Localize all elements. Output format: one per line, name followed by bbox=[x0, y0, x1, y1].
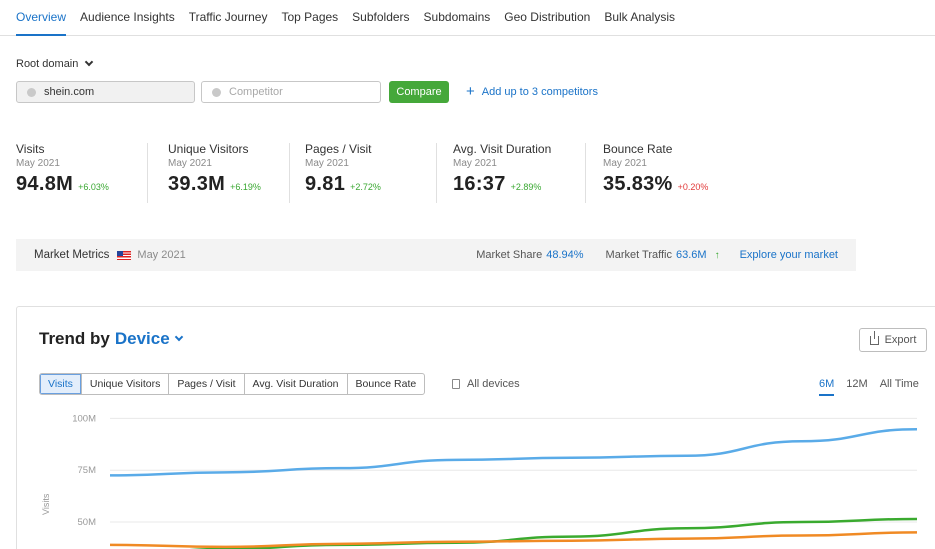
metric-tab-bounce-rate[interactable]: Bounce Rate bbox=[355, 378, 417, 390]
metric-change: +0.20% bbox=[677, 182, 709, 192]
trend-chart: 100M 75M 50M bbox=[72, 413, 918, 549]
plus-icon: + bbox=[466, 83, 475, 100]
metric-bounce-rate[interactable]: Bounce Rate May 2021 35.83% +0.20% bbox=[603, 142, 708, 196]
root-domain-dropdown[interactable]: Root domain bbox=[16, 57, 94, 70]
compare-button[interactable]: Compare bbox=[389, 81, 449, 103]
all-devices-label: All devices bbox=[467, 378, 520, 390]
period-all-time[interactable]: All Time bbox=[879, 378, 919, 390]
y-axis-label: Visits bbox=[41, 493, 51, 515]
tab-subfolders[interactable]: Subfolders bbox=[352, 9, 410, 24]
tab-overview[interactable]: Overview bbox=[16, 0, 67, 36]
metric-value: 35.83% bbox=[603, 173, 673, 195]
export-icon bbox=[869, 330, 879, 345]
metric-visits[interactable]: Visits May 2021 94.8M +6.03% bbox=[16, 142, 109, 196]
metric-label: Unique Visitors bbox=[168, 142, 249, 156]
arrow-up-icon: ↑ bbox=[714, 249, 720, 261]
metric-change: +6.03% bbox=[78, 182, 109, 192]
metric-tab-unique-visitors[interactable]: Unique Visitors bbox=[82, 374, 170, 394]
add-competitors-link[interactable]: + Add up to 3 competitors bbox=[466, 83, 598, 100]
competitor-placeholder: Competitor bbox=[229, 86, 283, 98]
domain-dot-icon bbox=[27, 87, 36, 97]
tab-top-pages[interactable]: Top Pages bbox=[281, 9, 339, 24]
competitor-input[interactable]: Competitor bbox=[201, 81, 381, 103]
metric-tab-avg-visit-duration[interactable]: Avg. Visit Duration bbox=[245, 374, 348, 394]
series-line-2[interactable] bbox=[109, 531, 918, 549]
metric-tab-visits[interactable]: Visits bbox=[40, 374, 82, 394]
add-competitors-label: Add up to 3 competitors bbox=[481, 86, 598, 98]
device-icon bbox=[452, 379, 460, 389]
market-share-value: 48.94% bbox=[546, 249, 584, 261]
metric-value: 16:37 bbox=[453, 173, 506, 195]
tab-geo-distribution[interactable]: Geo Distribution bbox=[504, 9, 591, 24]
metric-tab-pages-per-visit[interactable]: Pages / Visit bbox=[169, 374, 245, 394]
us-flag-icon bbox=[117, 250, 132, 260]
metric-value: 39.3M bbox=[168, 173, 226, 195]
chevron-down-icon[interactable] bbox=[174, 332, 183, 342]
metric-value: 94.8M bbox=[16, 173, 74, 195]
series-line-1[interactable] bbox=[110, 517, 918, 549]
y-tick-label: 50M bbox=[78, 517, 97, 528]
market-metrics-title: Market Metrics bbox=[34, 249, 110, 261]
domain-input[interactable]: shein.com bbox=[16, 81, 195, 103]
chevron-down-icon bbox=[85, 57, 94, 67]
competitor-dot-icon bbox=[212, 87, 221, 97]
tab-traffic-journey[interactable]: Traffic Journey bbox=[188, 9, 268, 24]
metric-label: Bounce Rate bbox=[603, 142, 673, 156]
metric-avg-visit-duration[interactable]: Avg. Visit Duration May 2021 16:37 +2.89% bbox=[453, 142, 551, 196]
market-metrics-bar: Market Metrics May 2021 Market Share 48.… bbox=[16, 239, 856, 271]
all-devices-filter[interactable]: All devices bbox=[452, 378, 520, 390]
metric-pages-per-visit[interactable]: Pages / Visit May 2021 9.81 +2.72% bbox=[305, 142, 381, 196]
domain-value: shein.com bbox=[44, 86, 95, 98]
metric-date: May 2021 bbox=[16, 158, 60, 169]
y-tick-label: 75M bbox=[78, 465, 97, 476]
root-domain-label: Root domain bbox=[16, 58, 79, 70]
trend-dimension-dropdown[interactable]: Device bbox=[114, 329, 170, 348]
period-12m[interactable]: 12M bbox=[846, 378, 868, 390]
y-tick-label: 100M bbox=[72, 413, 96, 424]
tab-audience-insights[interactable]: Audience Insights bbox=[80, 9, 175, 24]
metric-date: May 2021 bbox=[453, 158, 497, 169]
trend-title-prefix: Trend by bbox=[39, 329, 110, 348]
metric-change: +2.89% bbox=[510, 182, 542, 192]
period-6m[interactable]: 6M bbox=[819, 378, 835, 396]
metric-divider bbox=[289, 143, 290, 203]
metric-unique-visitors[interactable]: Unique Visitors May 2021 39.3M +6.19% bbox=[168, 142, 261, 196]
metric-divider bbox=[147, 143, 148, 203]
metric-label: Visits bbox=[16, 142, 45, 156]
metric-divider bbox=[585, 143, 586, 203]
trend-card: Trend by Device Export Visits Unique Vis… bbox=[16, 306, 935, 549]
export-button[interactable]: Export bbox=[859, 328, 927, 352]
tab-bulk-analysis[interactable]: Bulk Analysis bbox=[604, 9, 676, 24]
summary-metrics: Visits May 2021 94.8M +6.03% Unique Visit… bbox=[0, 142, 935, 206]
metric-label: Avg. Visit Duration bbox=[453, 142, 552, 156]
series-line-0[interactable] bbox=[109, 427, 918, 477]
period-selector: 6M 12M All Time bbox=[819, 378, 919, 396]
metric-change: +6.19% bbox=[230, 182, 261, 192]
market-traffic-value: 63.6M bbox=[675, 249, 707, 261]
metric-change: +2.72% bbox=[350, 182, 381, 192]
main-tabs: Overview Audience Insights Traffic Journ… bbox=[0, 0, 935, 36]
metric-value: 9.81 bbox=[305, 173, 346, 195]
metric-label: Pages / Visit bbox=[305, 142, 372, 156]
market-share-label: Market Share bbox=[476, 249, 543, 261]
metric-date: May 2021 bbox=[168, 158, 212, 169]
market-metrics-date: May 2021 bbox=[137, 249, 186, 261]
market-traffic-label: Market Traffic bbox=[605, 249, 672, 261]
tab-subdomains[interactable]: Subdomains bbox=[423, 9, 491, 24]
metric-date: May 2021 bbox=[305, 158, 349, 169]
trend-title: Trend by Device bbox=[39, 329, 183, 349]
export-label: Export bbox=[884, 334, 917, 346]
metric-date: May 2021 bbox=[603, 158, 647, 169]
metric-divider bbox=[436, 143, 437, 203]
explore-market-link[interactable]: Explore your market bbox=[739, 249, 838, 261]
metric-segmented-control: Visits Unique Visitors Pages / Visit Avg… bbox=[39, 373, 426, 395]
